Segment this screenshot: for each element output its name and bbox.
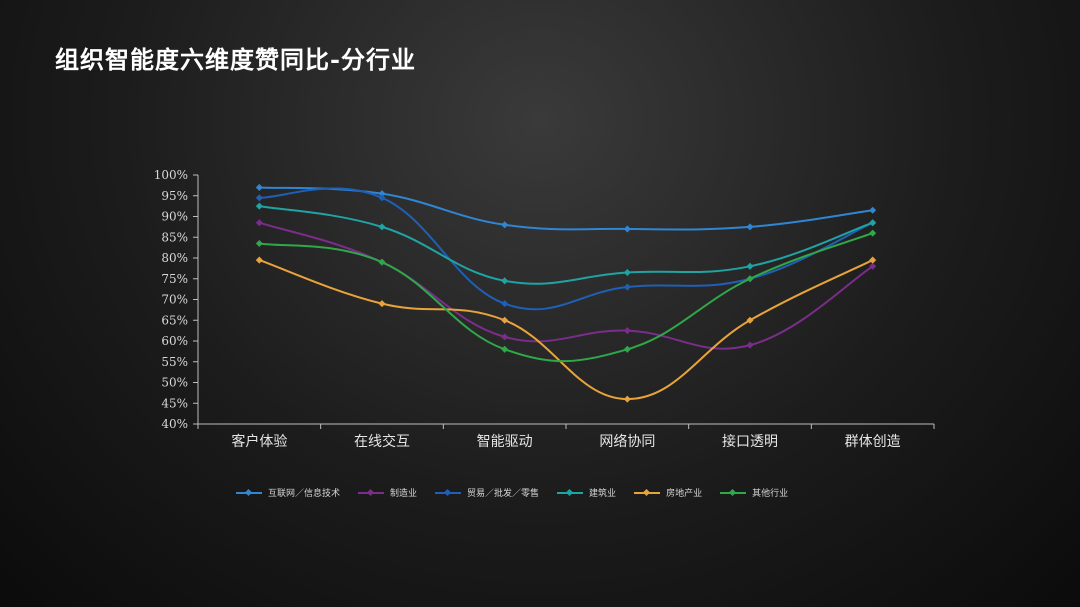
legend-label: 房地产业: [666, 489, 703, 499]
data-point: [623, 268, 631, 277]
data-point: [869, 262, 877, 270]
legend-label: 贸易／批发／零售: [467, 489, 540, 499]
x-tick-label: 客户体验: [231, 433, 287, 450]
y-tick-label: 40%: [161, 417, 188, 431]
page-title: 组织智能度六维度赞同比-分行业: [55, 45, 416, 74]
legend-swatch: [358, 488, 385, 498]
series-line-1: [259, 221, 874, 350]
y-tick-label: 75%: [161, 272, 188, 286]
x-tick-label: 接口透明: [722, 433, 778, 450]
data-point: [623, 283, 631, 291]
x-tick-label: 在线交互: [354, 433, 410, 450]
legend-swatch: [435, 488, 462, 498]
legend-item: 互联网／信息技术: [236, 486, 340, 499]
data-point: [255, 256, 263, 264]
y-tick-label: 95%: [161, 189, 188, 203]
y-tick-label: 85%: [161, 230, 188, 244]
data-point: [869, 229, 877, 237]
y-tick-label: 50%: [161, 376, 188, 390]
y-tick-label: 55%: [161, 355, 188, 369]
series-line-4: [258, 259, 874, 401]
data-point: [623, 225, 631, 233]
data-point: [255, 183, 263, 191]
legend-item: 房地产业: [634, 486, 702, 499]
legend-label: 制造业: [390, 489, 418, 499]
legend-item: 制造业: [358, 486, 417, 499]
legend-swatch: [634, 488, 661, 498]
y-tick-label: 70%: [161, 293, 188, 307]
x-axis-ticks: 客户体验 在线交互 智能驱动 网络协同 接口透明 群体创造: [197, 424, 935, 450]
series-line-5: [259, 232, 874, 363]
legend-swatch: [236, 488, 262, 498]
data-point: [869, 206, 877, 214]
legend-label: 建筑业: [589, 489, 617, 499]
series-markers: [255, 183, 877, 403]
legend-swatch: [720, 488, 747, 498]
chart-legend: 互联网／信息技术 制造业 贸易／批发／零售 建筑业 房地产业 其他行业: [236, 486, 788, 499]
data-point: [501, 333, 509, 341]
data-point: [255, 194, 263, 202]
data-point: [746, 223, 754, 231]
x-tick-label: 智能驱动: [477, 434, 533, 450]
data-point: [501, 300, 509, 308]
y-tick-label: 80%: [161, 251, 188, 265]
data-point: [623, 395, 631, 403]
data-point: [378, 300, 386, 308]
data-point: [255, 219, 263, 227]
data-point: [623, 345, 631, 353]
data-point: [746, 262, 754, 270]
legend-item: 贸易／批发／零售: [435, 486, 539, 499]
x-tick-label: 网络协同: [599, 434, 655, 450]
data-point: [378, 194, 386, 202]
data-point: [501, 316, 509, 324]
y-axis-ticks: 100% 95% 90% 85% 80% 75% 70% 65% 60% 55% 50% 45% 40%: [154, 168, 198, 431]
legend-swatch: [557, 488, 584, 498]
y-tick-label: 60%: [161, 334, 188, 348]
legend-label: 互联网／信息技术: [268, 489, 341, 499]
data-point: [255, 239, 263, 248]
data-point: [746, 275, 754, 283]
data-point: [378, 223, 386, 231]
data-point: [746, 341, 754, 349]
series-lines: [258, 186, 874, 401]
data-point: [501, 345, 509, 353]
data-point: [501, 277, 509, 285]
series-line-0: [259, 186, 873, 231]
y-tick-label: 100%: [154, 168, 188, 182]
data-point: [378, 258, 386, 266]
legend-item: 建筑业: [557, 486, 616, 499]
data-point: [869, 219, 877, 227]
data-point: [746, 316, 754, 324]
legend-label: 其他行业: [752, 489, 789, 499]
y-tick-label: 65%: [161, 313, 188, 327]
data-point: [501, 221, 509, 229]
data-point: [378, 190, 386, 198]
data-point: [255, 202, 263, 210]
y-tick-label: 90%: [161, 210, 188, 224]
y-tick-label: 45%: [161, 396, 188, 410]
series-line-2: [259, 187, 874, 311]
data-point: [869, 256, 877, 264]
x-tick-label: 群体创造: [845, 434, 901, 450]
legend-item: 其他行业: [720, 486, 788, 499]
data-point: [623, 327, 631, 335]
series-line-3: [259, 205, 874, 285]
